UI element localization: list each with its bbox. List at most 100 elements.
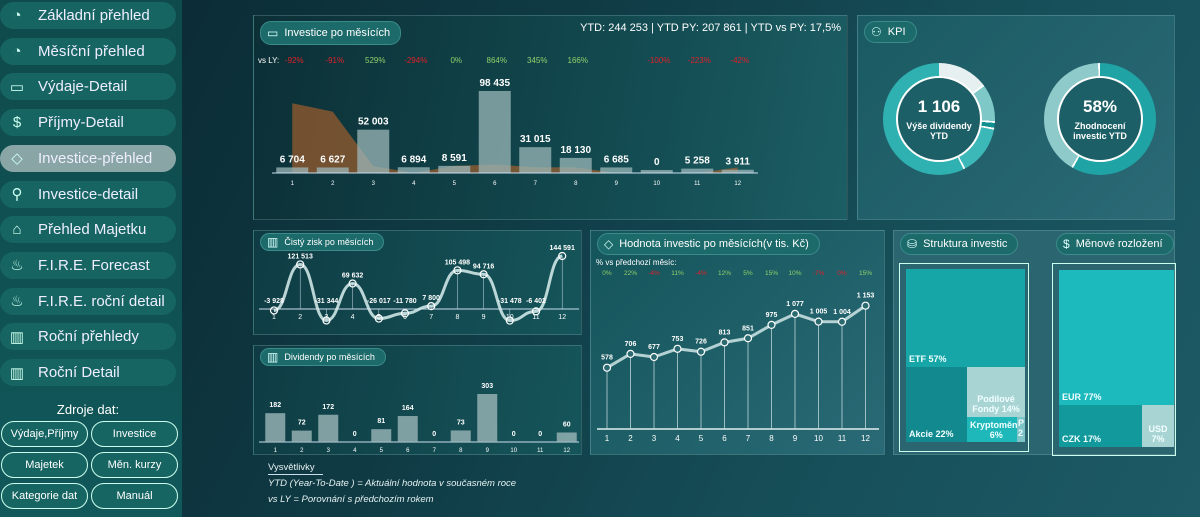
data-point — [673, 344, 682, 353]
nav-item[interactable]: ♨ F.I.R.E. Forecast — [0, 251, 176, 279]
vs-ly-value: -223% — [688, 56, 711, 65]
bar-label: 72 — [298, 420, 306, 427]
pct-value: 12% — [718, 270, 731, 277]
nav-item-label: Měsíční přehled — [38, 42, 145, 60]
fire-icon: ♨ — [10, 293, 24, 311]
bar — [477, 394, 498, 442]
nav-item[interactable]: ▥ Roční Detail — [0, 359, 176, 386]
pie-chart-icon: ◔ — [12, 42, 22, 60]
x-tick: 12 — [861, 434, 870, 443]
bar-chart-icon: ▥ — [267, 235, 279, 249]
treemap-label: CZK 17% — [1062, 434, 1102, 444]
source-button[interactable]: Výdaje,Příjmy — [1, 421, 88, 447]
zisk-chart: -3 928 1 121 513 2 -31 344 3 69 632 4 -26 017 5 -1… — [259, 245, 579, 325]
treemap-kryptomeny[interactable]: Kryptoměny 6% — [967, 417, 1017, 442]
dollar-icon: $ — [1063, 237, 1070, 251]
nav-item[interactable]: ⚲ Investice-detail — [0, 180, 176, 208]
nav-item[interactable]: ◔ Měsíční přehled — [0, 37, 176, 65]
x-tick: 1 — [274, 448, 278, 454]
nav-item[interactable]: ◔ Základní přehled — [0, 2, 176, 29]
dividend-donut: 1 106 Výše dividendy YTD — [883, 63, 995, 175]
x-tick: 12 — [563, 448, 570, 454]
bar — [556, 432, 577, 442]
point-label: -26 017 — [367, 298, 391, 305]
bar — [559, 157, 592, 173]
x-tick: 2 — [331, 181, 335, 187]
vs-ly-value: -42% — [730, 56, 749, 65]
sources-title: Zdroje dat: — [56, 402, 120, 417]
source-button[interactable]: Manuál — [91, 483, 178, 509]
zisk-title-text: Čistý zisk po měsících — [284, 237, 374, 247]
treemap-akcie[interactable]: Akcie 22% — [906, 367, 967, 442]
nav-item[interactable]: ▭ Výdaje-Detail — [0, 73, 176, 101]
x-tick: 3 — [327, 448, 331, 454]
nav-item-label: F.I.R.E. roční detail — [38, 292, 165, 310]
bar-label: 164 — [402, 405, 414, 412]
point-label: 1 077 — [786, 301, 804, 308]
x-tick: 11 — [532, 314, 539, 321]
wallet-icon: ▭ — [267, 26, 279, 40]
data-point — [400, 309, 410, 318]
nav-item[interactable]: ⌂ Přehled Majetku — [0, 216, 176, 244]
data-point — [814, 317, 823, 326]
bar-label: 52 003 — [358, 117, 389, 128]
bar-chart-icon: ▥ — [9, 364, 25, 382]
bar-label: 8 591 — [442, 153, 467, 164]
nav-item[interactable]: ▥ Roční přehledy — [0, 323, 176, 351]
dividendy-panel: ▥ Dividendy po měsících 182 1 72 2 172 3 0 4 81 5 1… — [253, 345, 582, 455]
x-tick: 11 — [838, 434, 847, 443]
nav-item[interactable]: ♨ F.I.R.E. roční detail — [0, 287, 176, 315]
pie-chart-icon: ◔ — [12, 7, 22, 24]
bar-label: 81 — [377, 418, 385, 425]
dividend-value: 1 106 — [917, 97, 961, 116]
x-tick: 4 — [353, 448, 357, 454]
nav-item[interactable]: $ Příjmy-Detail — [0, 109, 176, 137]
source-button[interactable]: Kategorie dat — [1, 483, 88, 509]
data-point — [479, 270, 488, 279]
nav-item-label: Základní přehled — [38, 7, 150, 24]
treemap-podilove-fondy[interactable]: Podílové Fondy 14% — [967, 367, 1025, 417]
x-tick: 2 — [298, 314, 302, 321]
x-tick: 8 — [769, 434, 774, 443]
zisk-title: ▥ Čistý zisk po měsících — [260, 233, 385, 251]
data-point — [505, 316, 514, 325]
treemap-usd[interactable]: USD 7% — [1142, 405, 1174, 447]
pct-value: -4% — [648, 270, 660, 277]
x-tick: 12 — [734, 181, 741, 187]
nav-item-label: Roční Detail — [38, 364, 120, 381]
pct-value: 5% — [743, 270, 753, 277]
search-icon: ⚲ — [11, 186, 23, 203]
treemap-etf[interactable]: ETF 57% — [906, 269, 1025, 367]
hodnota-panel: ◇ Hodnota investic po měsících(v tis. Kč)… — [590, 230, 885, 455]
bar-label: 0 — [654, 157, 660, 168]
x-tick: 6 — [406, 448, 410, 454]
fire-icon: ♨ — [10, 257, 24, 275]
bar-label: 6 704 — [280, 154, 305, 165]
point-label: 105 498 — [445, 259, 470, 266]
bar-label: 182 — [269, 402, 281, 409]
bar — [600, 167, 633, 173]
point-label: -31 344 — [315, 298, 339, 305]
source-button[interactable]: Majetek — [1, 452, 88, 478]
legend-vsly: vs LY = Porovnání s předchozím rokem — [268, 494, 434, 505]
treemap-other[interactable]: P 2 — [1017, 417, 1025, 442]
source-button[interactable]: Investice — [91, 421, 178, 447]
source-button[interactable]: Měn. kurzy — [91, 452, 178, 478]
point-label: 69 632 — [342, 272, 364, 279]
pct-value: 15% — [765, 270, 778, 277]
pct-value: 11% — [671, 270, 684, 277]
dividendy-title-text: Dividendy po měsících — [284, 352, 375, 362]
bar — [357, 129, 390, 173]
point-label: 677 — [648, 344, 660, 351]
point-label: 121 513 — [288, 253, 313, 260]
investice-title: ▭ Investice po měsících — [260, 21, 402, 45]
data-point — [269, 306, 279, 315]
point-label: -11 780 — [393, 298, 416, 305]
bar-label: 3 911 — [726, 157, 751, 168]
treemap-czk[interactable]: CZK 17% — [1059, 405, 1142, 447]
x-tick: 5 — [453, 181, 457, 187]
investice-summary: YTD: 244 253 | YTD PY: 207 861 | YTD vs … — [580, 22, 841, 34]
nav-item[interactable]: ◇ Investice-přehled — [0, 144, 176, 172]
treemap-eur[interactable]: EUR 77% — [1059, 270, 1174, 405]
pct-value: -7% — [813, 270, 825, 277]
